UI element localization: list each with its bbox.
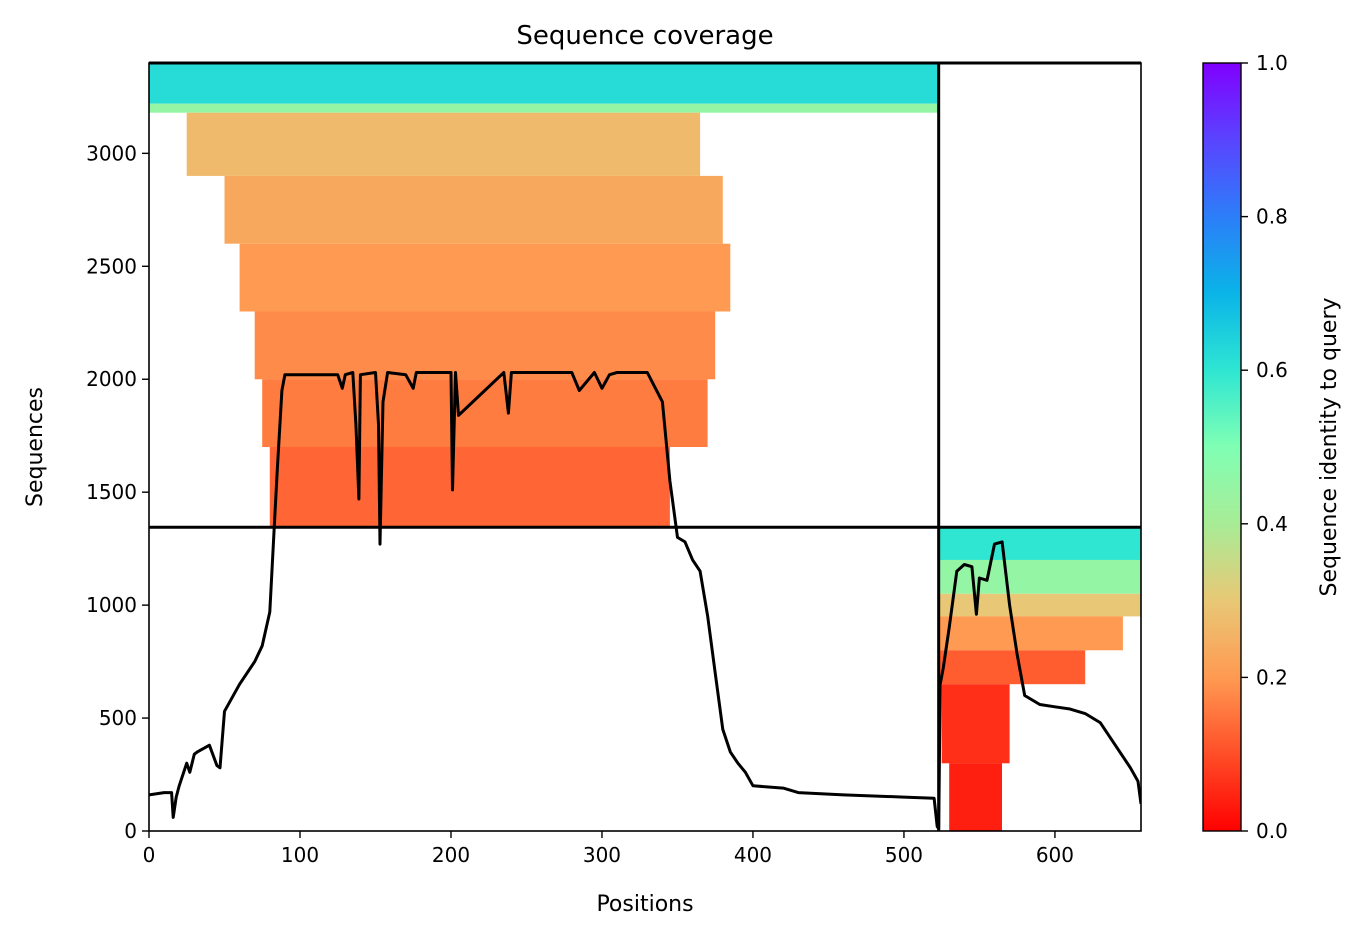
colorbar-label: Sequence identity to query: [1317, 297, 1342, 596]
msa-row-block-0-4: [239, 243, 731, 312]
msa-row-block-1-6: [949, 763, 1002, 831]
x-tick-label: 500: [885, 843, 923, 867]
x-tick-label: 400: [734, 843, 772, 867]
msa-row-block-1-2: [938, 593, 1141, 617]
colorbar: [1202, 62, 1242, 832]
msa-row-block-0-1: [149, 103, 939, 113]
y-tick-label: 2500: [86, 254, 137, 278]
x-axis-ticks: 0 100 200 300 400 500 600: [143, 831, 1074, 867]
x-tick-label: 600: [1036, 843, 1074, 867]
msa-row-block-1-5: [941, 684, 1010, 764]
y-axis-label: Sequences: [23, 387, 48, 507]
msa-heatmap: [149, 63, 1141, 831]
chart-title: Sequence coverage: [516, 21, 773, 51]
msa-row-block-0-7: [269, 447, 670, 528]
y-axis-ticks: 0 500 1000 1500 2000 2500 3000: [86, 141, 149, 843]
msa-row-block-0-5: [254, 311, 716, 380]
colorbar-tick-label: 0.6: [1256, 358, 1288, 382]
coverage-line: [149, 371, 1141, 831]
colorbar-tick-label: 1.0: [1256, 51, 1288, 75]
y-tick-label: 1000: [86, 593, 137, 617]
colorbar-tick-label: 0.2: [1256, 665, 1288, 689]
msa-row-block-1-3: [938, 616, 1123, 651]
plot-frame: [148, 62, 1142, 832]
colorbar-tick-label: 0.4: [1256, 512, 1288, 536]
msa-row-block-0-2: [186, 112, 701, 176]
y-tick-label: 500: [99, 706, 137, 730]
colorbar-tick-label: 0.0: [1256, 819, 1288, 843]
x-axis-label: Positions: [596, 892, 693, 917]
x-tick-label: 300: [583, 843, 621, 867]
x-tick-label: 200: [432, 843, 470, 867]
y-tick-label: 2000: [86, 367, 137, 391]
colorbar-tick-label: 0.8: [1256, 205, 1288, 229]
colorbar-ticks: 0.0 0.2 0.4 0.6 0.8 1.0: [1241, 51, 1288, 843]
msa-row-block-0-0: [149, 63, 939, 104]
x-tick-label: 100: [281, 843, 319, 867]
x-tick-label: 0: [143, 843, 156, 867]
msa-row-block-1-4: [938, 650, 1086, 685]
y-tick-label: 3000: [86, 141, 137, 165]
msa-row-block-0-3: [224, 175, 723, 244]
msa-row-block-1-0: [938, 527, 1141, 560]
y-tick-label: 0: [124, 819, 137, 843]
y-tick-label: 1500: [86, 480, 137, 504]
